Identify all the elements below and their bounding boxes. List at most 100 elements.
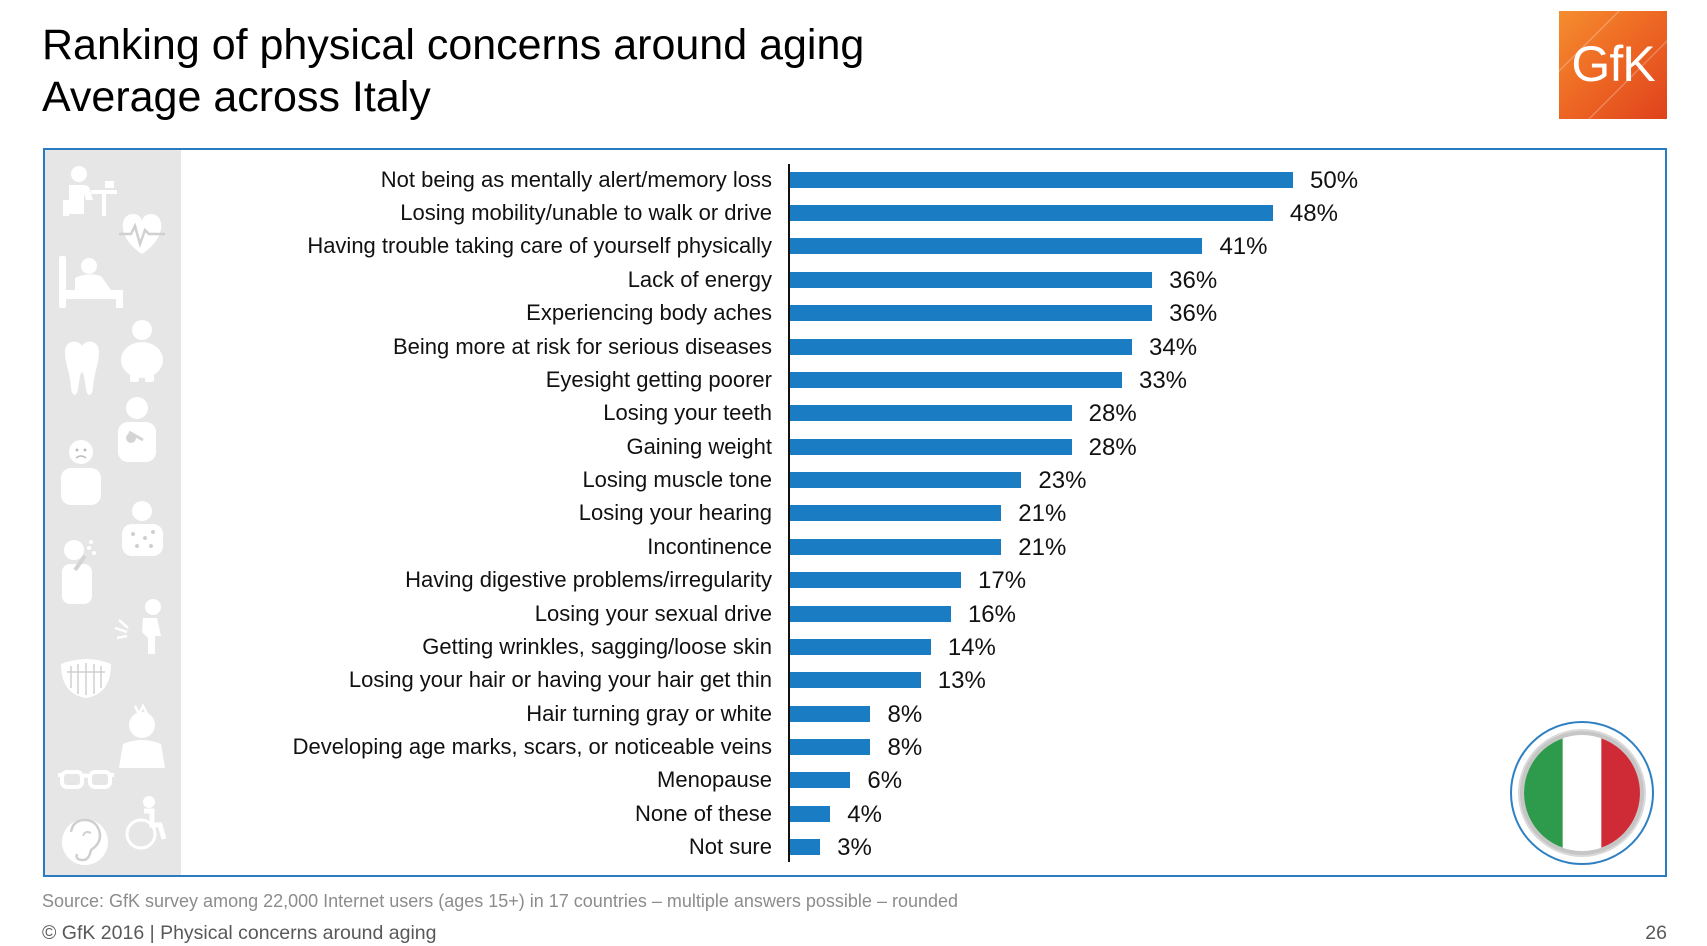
- value-number: 4: [847, 800, 861, 828]
- category-label: Developing age marks, scars, or noticeab…: [292, 733, 772, 759]
- chest-pain-person-icon: [118, 397, 156, 462]
- value-label: 6%: [867, 768, 902, 794]
- copyright-footer: © GfK 2016 | Physical concerns around ag…: [42, 922, 437, 944]
- value-label: 21%: [1018, 501, 1066, 527]
- chart-title: Ranking of physical concerns around agin…: [42, 21, 865, 69]
- bar: [790, 805, 831, 822]
- value-label: 13%: [938, 668, 986, 694]
- heartbeat-icon: [119, 214, 165, 254]
- category-label: Hair turning gray or white: [526, 700, 772, 726]
- bar: [790, 371, 1122, 388]
- value-label: 41%: [1219, 234, 1267, 260]
- bar: [790, 738, 871, 755]
- bar: [790, 405, 1072, 422]
- value-unit: %: [1336, 166, 1359, 194]
- bar: [790, 839, 821, 856]
- category-label: Incontinence: [647, 533, 772, 559]
- value-number: 36: [1169, 266, 1196, 294]
- aging-icons: [58, 166, 167, 865]
- ear-icon: [62, 818, 108, 865]
- bar: [790, 438, 1072, 455]
- value-number: 14: [947, 633, 975, 661]
- headache-icon: [119, 703, 165, 768]
- page-number: 26: [1645, 922, 1667, 944]
- bar: [790, 772, 851, 789]
- category-label: Losing your hair or having your hair get…: [348, 667, 772, 693]
- icon-strip: [45, 150, 181, 875]
- bar: [790, 271, 1153, 288]
- bar: [790, 538, 1002, 555]
- bar: [790, 638, 931, 655]
- italy-flag-badge: [1507, 718, 1657, 868]
- bar: [790, 305, 1153, 322]
- value-label: 48%: [1290, 201, 1338, 227]
- value-label: 50%: [1310, 166, 1359, 194]
- logo-lines-decoration: [1559, 11, 1667, 119]
- flag-green-band: [1524, 738, 1563, 848]
- bar: [790, 205, 1273, 222]
- value-number: 36: [1169, 300, 1196, 328]
- value-unit: %: [1175, 333, 1198, 361]
- tooth-icon: [65, 341, 99, 395]
- person-with-spots-icon: [122, 501, 163, 556]
- value-label: 3%: [837, 835, 872, 861]
- source-note: Source: GfK survey among 22,000 Internet…: [42, 891, 959, 911]
- category-label: Getting wrinkles, sagging/loose skin: [422, 633, 772, 659]
- bar: [790, 705, 871, 722]
- back-pain-icon: [114, 599, 161, 654]
- category-label: Gaining weight: [626, 433, 772, 459]
- value-number: 33: [1138, 366, 1166, 394]
- value-label: 17%: [978, 568, 1026, 594]
- category-label: Losing muscle tone: [582, 467, 772, 493]
- bar: [790, 672, 921, 689]
- value-label: 28%: [1088, 433, 1137, 461]
- category-label: Losing mobility/unable to walk or drive: [400, 200, 772, 226]
- value-number: 34: [1149, 333, 1176, 361]
- bar: [790, 472, 1022, 489]
- category-label: Not being as mentally alert/memory loss: [380, 166, 772, 192]
- value-number: 28: [1088, 433, 1116, 461]
- value-unit: %: [964, 667, 986, 695]
- value-unit: %: [1195, 300, 1218, 328]
- dentures-icon: [61, 659, 111, 698]
- category-label: Having trouble taking care of yourself p…: [307, 233, 772, 259]
- value-label: 36%: [1169, 266, 1218, 294]
- value-number: 13: [937, 667, 965, 695]
- person-in-bed-icon: [59, 256, 123, 308]
- value-number: 16: [967, 600, 995, 628]
- value-label: 4%: [847, 800, 882, 828]
- value-number: 21: [1018, 533, 1045, 561]
- value-unit: %: [850, 834, 872, 862]
- value-unit: %: [880, 767, 903, 795]
- value-number: 50: [1310, 166, 1337, 194]
- value-number: 41: [1219, 233, 1247, 261]
- coughing-person-icon: [62, 540, 96, 604]
- value-number: 48: [1289, 200, 1317, 228]
- overweight-person-icon: [121, 320, 163, 382]
- value-unit: %: [900, 700, 923, 728]
- chart-frame: Not being as mentally alert/memory loss 5…: [43, 148, 1667, 877]
- bar: [790, 505, 1002, 522]
- value-unit: %: [974, 633, 996, 661]
- category-label: Losing your hearing: [578, 500, 772, 526]
- flag-red-band: [1601, 738, 1640, 848]
- chart-subtitle: Average across Italy: [42, 73, 431, 121]
- value-unit: %: [1195, 266, 1218, 294]
- value-unit: %: [900, 733, 923, 761]
- value-label: 8%: [887, 700, 923, 728]
- page-title: Ranking of physical concerns around agin…: [42, 19, 864, 123]
- bar: [790, 238, 1203, 255]
- category-axis-line: [788, 164, 790, 862]
- value-label: 16%: [967, 600, 1016, 628]
- glasses-icon: [58, 770, 114, 789]
- category-label: Losing your sexual drive: [534, 600, 772, 626]
- bar-chart: Not being as mentally alert/memory loss 5…: [45, 150, 1665, 875]
- category-label: Not sure: [688, 834, 772, 860]
- value-unit: %: [1044, 533, 1067, 561]
- value-unit: %: [1115, 433, 1137, 461]
- category-label: Menopause: [657, 767, 772, 793]
- category-label: Being more at risk for serious diseases: [392, 333, 772, 359]
- value-label: 21%: [1018, 533, 1067, 561]
- value-unit: %: [1065, 467, 1087, 495]
- logo-text: GfK: [1571, 36, 1655, 92]
